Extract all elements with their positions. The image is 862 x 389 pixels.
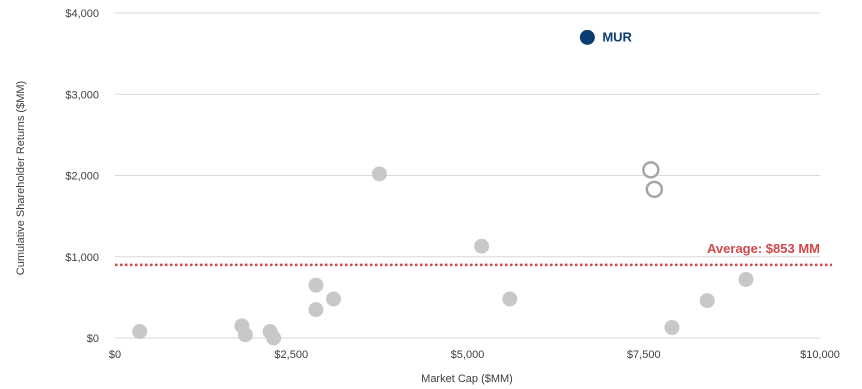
data-point [699,293,715,309]
data-point [502,291,518,307]
data-point [664,319,680,335]
data-points [132,161,754,346]
data-point [326,291,342,307]
gridlines [115,12,820,339]
highlight-group: MUR [579,29,633,45]
x-axis-ticks: $0 $2,500 $5,000 $7,500 $10,000 [109,349,840,361]
y-tick-label: $4,000 [65,8,99,20]
highlight-point [579,29,595,45]
y-axis-ticks: $0 $1,000 $2,000 $3,000 $4,000 [65,8,99,345]
y-tick-label: $2,000 [65,171,99,183]
data-point [237,327,253,343]
highlight-label: MUR [602,29,632,44]
data-point-hollow [642,161,660,179]
x-tick-label: $5,000 [451,349,485,361]
data-point [266,330,282,346]
data-point [308,277,324,293]
data-point [474,238,490,254]
average-line-group: Average: $853 MM [115,241,832,267]
data-point [738,272,754,287]
average-label: Average: $853 MM [707,241,820,256]
data-point [308,302,324,318]
data-point [132,324,148,339]
x-tick-label: $7,500 [627,349,661,361]
data-point [371,166,387,182]
x-tick-label: $0 [109,349,121,361]
x-tick-label: $10,000 [800,349,840,361]
x-axis-title: Market Cap ($MM) [421,373,513,385]
data-point-hollow [645,180,664,199]
x-tick-label: $2,500 [274,349,308,361]
y-axis-title: Cumulative Shareholder Returns ($MM) [15,81,27,275]
y-tick-label: $0 [87,333,99,345]
y-tick-label: $3,000 [65,89,99,101]
y-tick-label: $1,000 [65,252,99,264]
